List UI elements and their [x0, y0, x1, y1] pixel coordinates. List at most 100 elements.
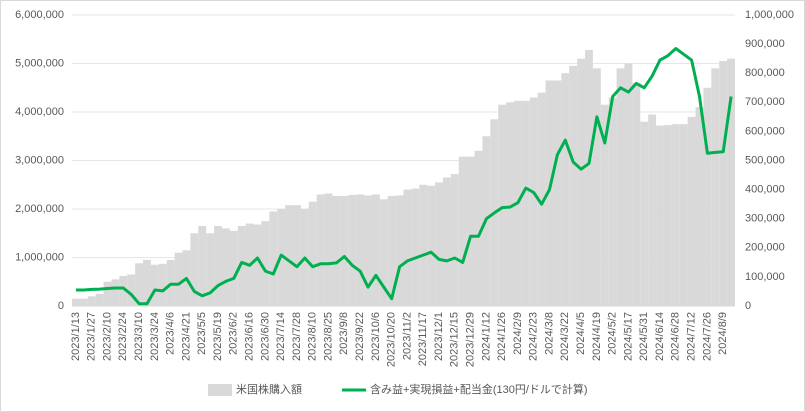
- bar: [474, 150, 483, 306]
- bar: [348, 194, 357, 306]
- bar: [158, 263, 167, 306]
- bar: [521, 100, 530, 306]
- bar: [119, 275, 128, 306]
- y2ticks-label: 200,000: [745, 242, 785, 254]
- bar: [364, 195, 372, 306]
- bar: [435, 182, 443, 306]
- yticks-label: 4,000,000: [15, 106, 64, 118]
- x-tick-label: 2023/9/22: [354, 312, 366, 361]
- bar: [229, 230, 238, 306]
- bar: [340, 195, 349, 306]
- bar: [379, 199, 388, 306]
- x-tick-label: 2024/4/5: [575, 312, 587, 355]
- x-tick-label: 2024/1/26: [496, 312, 508, 361]
- x-tick-label: 2023/12/1: [433, 312, 445, 361]
- x-tick-label: 2023/8/10: [307, 312, 319, 361]
- bar: [632, 82, 641, 307]
- bar: [403, 189, 412, 306]
- bar: [711, 68, 720, 306]
- bar: [79, 298, 88, 306]
- x-tick-label: 2024/7/12: [685, 312, 697, 361]
- bar: [616, 68, 625, 306]
- x-tick-label: 2023/5/19: [212, 312, 224, 361]
- x-tick-label: 2023/8/25: [322, 312, 334, 361]
- x-tick-label: 2023/7/28: [291, 312, 303, 361]
- bar: [174, 252, 183, 306]
- bar: [143, 259, 151, 306]
- bar: [308, 201, 317, 306]
- yticks-label: 3,000,000: [15, 154, 64, 166]
- x-tick-label: 2024/2/9: [512, 312, 524, 355]
- bar: [387, 195, 396, 306]
- bar: [569, 65, 578, 306]
- bar: [727, 58, 735, 307]
- legend-label: 米国株購入額: [236, 382, 302, 396]
- bar: [95, 293, 104, 306]
- bar: [285, 205, 293, 306]
- yticks-label: 1,000,000: [15, 251, 64, 263]
- x-tick-label: 2024/7/26: [701, 312, 713, 361]
- x-tick-label: 2023/2/10: [101, 312, 113, 361]
- bar: [498, 104, 507, 306]
- line: [75, 47, 733, 306]
- bar: [624, 63, 633, 306]
- bar: [427, 185, 436, 306]
- bar: [214, 225, 222, 306]
- bar: [206, 233, 215, 306]
- bar: [316, 194, 325, 306]
- yticks-label: 0: [58, 300, 64, 312]
- bar: [608, 97, 617, 306]
- y2ticks-label: 500,000: [745, 154, 785, 166]
- x-tick-label: 2023/5/5: [196, 312, 208, 355]
- bar: [529, 97, 538, 306]
- bar: [695, 107, 704, 307]
- bar: [72, 298, 80, 306]
- x-tick-label: 2024/1/12: [480, 312, 492, 361]
- y2ticks-label: 400,000: [745, 184, 785, 196]
- y2ticks-label: 1,000,000: [745, 9, 794, 21]
- y2ticks-label: 0: [745, 300, 751, 312]
- x-tick-label: 2024/2/23: [528, 312, 540, 361]
- bar: [458, 156, 467, 306]
- x-tick-label: 2023/3/10: [133, 312, 145, 361]
- bar: [111, 279, 120, 306]
- bar: [703, 87, 712, 306]
- bar: [150, 264, 159, 306]
- x-tick-label: 2024/6/28: [670, 312, 682, 361]
- bar: [135, 263, 144, 306]
- x-tick-label: 2023/1/27: [86, 312, 98, 361]
- bar: [450, 174, 459, 306]
- yticks-label: 5,000,000: [15, 57, 64, 69]
- x-tick-label: 2023/12/15: [449, 312, 461, 367]
- bar: [356, 194, 365, 306]
- bar: [663, 125, 672, 306]
- bar: [719, 61, 728, 307]
- bar: [648, 114, 657, 306]
- x-tick-label: 2023/12/29: [464, 312, 476, 367]
- x-tick-label: 2023/2/24: [117, 312, 129, 361]
- yticks-label: 6,000,000: [15, 9, 64, 21]
- bar: [600, 104, 609, 306]
- bar: [198, 225, 207, 306]
- bar: [561, 73, 570, 306]
- x-tick-label: 2023/11/17: [417, 312, 429, 366]
- x-tick-label: 2023/6/30: [259, 312, 271, 361]
- y2ticks-label: 900,000: [745, 38, 785, 50]
- bar: [127, 274, 136, 306]
- x-tick-label: 2024/8/9: [717, 312, 729, 355]
- x-tick-label: 2023/4/6: [165, 312, 177, 355]
- y2ticks-label: 100,000: [745, 271, 785, 283]
- x-tick-label: 2024/5/2: [607, 312, 619, 355]
- x-tick-label: 2024/3/22: [559, 312, 571, 361]
- legend-label: 含み益+実現損益+配当金(130円/ドルで計算): [370, 382, 588, 396]
- legend-swatch: [208, 384, 232, 396]
- x-tick-label: 2023/11/2: [401, 312, 413, 360]
- y2ticks-label: 700,000: [745, 96, 785, 108]
- bar: [506, 102, 514, 306]
- bar: [261, 221, 270, 306]
- bar: [687, 116, 696, 306]
- y2ticks-label: 300,000: [745, 213, 785, 225]
- bar: [592, 68, 601, 306]
- bar: [269, 211, 278, 306]
